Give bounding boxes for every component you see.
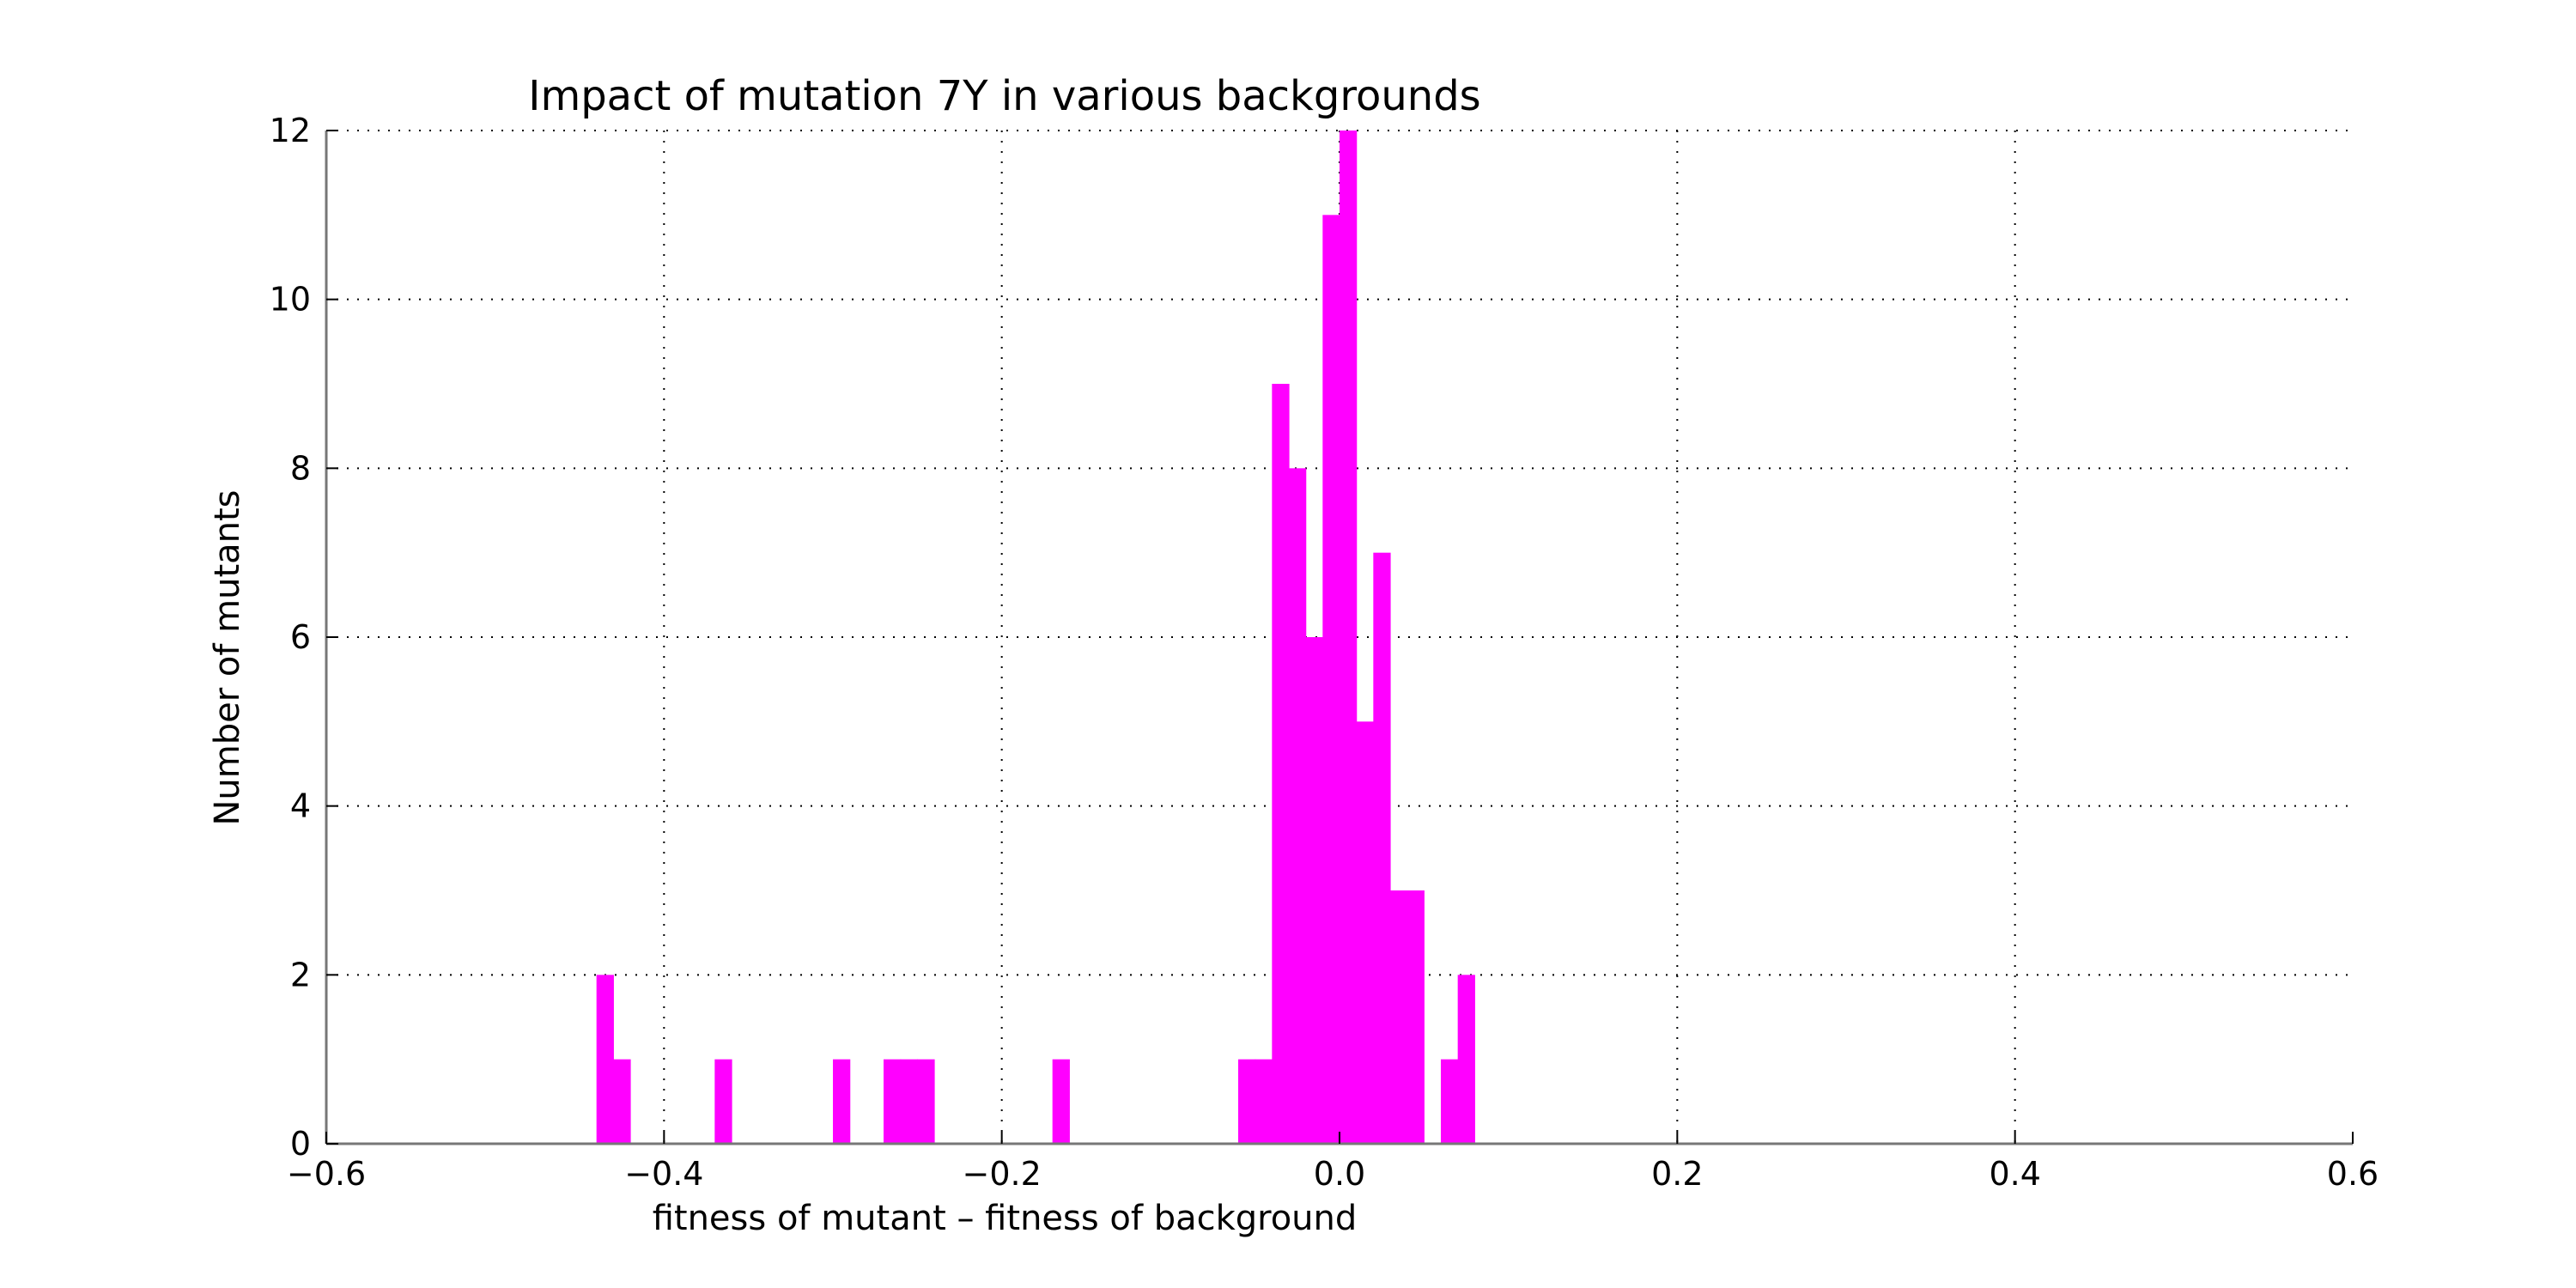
histogram-bar [596,975,614,1144]
x-tick-label: −0.4 [624,1155,703,1193]
y-tick-label: 6 [290,618,311,656]
histogram-bar [1441,1059,1459,1144]
x-tick-label: 0.0 [1314,1155,1365,1193]
histogram-bar [1289,468,1307,1144]
histogram-bar [1052,1059,1070,1144]
x-tick-label: 0.6 [2327,1155,2379,1193]
y-tick-label: 0 [290,1125,311,1163]
x-tick-label: 0.4 [1989,1155,2040,1193]
y-axis-label: Number of mutants [208,489,247,825]
x-tick-label: −0.2 [963,1155,1042,1193]
histogram-bar [884,1059,902,1144]
y-tick-label: 12 [270,112,311,149]
histogram-bar [1356,721,1374,1144]
x-axis-label: fitness of mutant – fitness of backgroun… [653,1199,1358,1238]
x-tick-label: 0.2 [1651,1155,1703,1193]
x-tick-label: −0.6 [287,1155,366,1193]
chart-title: Impact of mutation 7Y in various backgro… [528,72,1480,120]
histogram-bar [1406,890,1425,1144]
axes [325,130,2354,1145]
histogram-bar [1457,975,1475,1144]
histogram-bar [1255,1059,1273,1144]
y-tick-label: 8 [290,449,311,487]
y-tick-label: 4 [290,787,311,825]
histogram-bar [1340,131,1358,1144]
histogram-bar [1322,215,1340,1144]
y-tick-label: 2 [290,956,311,993]
histogram-bar [1390,890,1408,1144]
histogram-bar [613,1059,631,1144]
histogram-bar [1373,552,1391,1144]
histogram-bar [714,1059,732,1144]
histogram-bar [833,1059,851,1144]
histogram-bar [1238,1059,1256,1144]
histogram-bar [917,1059,935,1144]
y-tick-label: 10 [270,281,311,319]
histogram-bar [1305,637,1323,1144]
histogram-bar [1272,384,1290,1144]
tick-labels: −0.6 −0.4 −0.2 0.0 0.2 0.4 0.6 0 2 4 6 8 10 12 [270,112,2379,1193]
histogram-bars [596,131,1475,1144]
histogram-bar [900,1059,918,1144]
